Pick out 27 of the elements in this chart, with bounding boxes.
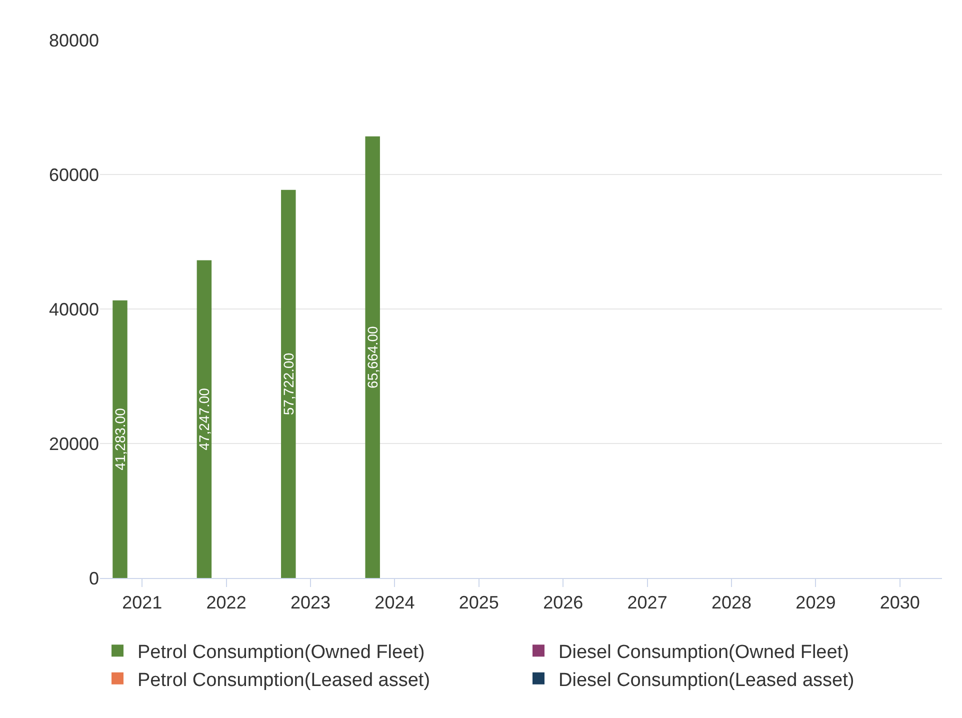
y-tick-label: 0 — [88, 568, 99, 588]
y-tick-label: 40000 — [48, 299, 99, 320]
bar — [281, 190, 296, 578]
x-tick-label: 2026 — [543, 592, 584, 613]
legend-label: Diesel Consumption(Leased asset) — [558, 670, 854, 691]
bar — [365, 136, 380, 578]
y-tick-label: 60000 — [48, 164, 99, 185]
data-label: 41,283.00 — [112, 408, 128, 470]
data-label: 47,247.00 — [196, 388, 212, 450]
data-label: 65,664.00 — [364, 326, 381, 388]
y-tick-label: 80000 — [48, 30, 99, 50]
legend-label: Petrol Consumption(Owned Fleet) — [138, 642, 425, 664]
x-tick-label: 2025 — [458, 592, 499, 613]
x-tick-label: 2027 — [627, 592, 668, 613]
legend-label: Petrol Consumption(Leased asset) — [138, 670, 430, 691]
legend-label: Diesel Consumption(Owned Fleet) — [558, 642, 849, 664]
y-tick-label: 20000 — [48, 434, 99, 454]
data-label: 57,722.00 — [280, 352, 296, 416]
x-tick-label: 2029 — [796, 592, 836, 613]
x-tick-label: 2028 — [711, 592, 752, 613]
x-tick-label: 2023 — [290, 592, 331, 613]
x-tick-label: 2030 — [880, 592, 920, 613]
bar — [112, 300, 128, 578]
x-tick-label: 2021 — [122, 592, 162, 613]
x-tick-label: 2024 — [374, 592, 415, 613]
x-tick-label: 2022 — [206, 592, 246, 613]
bar — [196, 260, 212, 578]
